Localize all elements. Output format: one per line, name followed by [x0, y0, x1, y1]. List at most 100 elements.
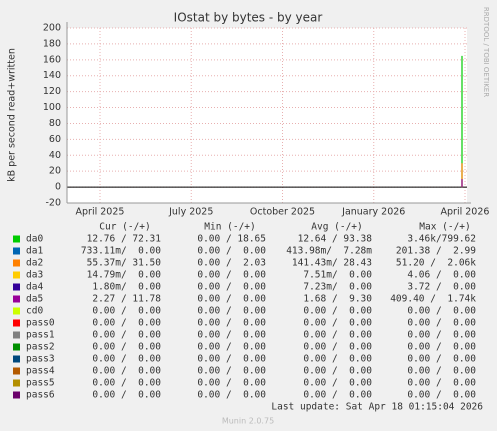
legend-swatch — [13, 367, 20, 375]
legend-stat: 0.00 / 0.00 — [92, 306, 161, 317]
legend-stat: 0.00 / 0.00 — [303, 342, 372, 353]
legend-stat: 201.38 / 2.99 — [396, 246, 476, 257]
legend-stat: 0.00 / 0.00 — [197, 354, 266, 365]
y-tick-label: 160 — [43, 54, 61, 65]
chart-title: IOstat by bytes - by year — [174, 11, 323, 25]
legend-stat: 0.00 / 18.65 — [197, 234, 266, 245]
legend-stat: 0.00 / 0.00 — [197, 294, 266, 305]
last-update: Last update: Sat Apr 18 01:15:04 2026 — [271, 402, 483, 413]
legend-stat: 2.27 / 11.78 — [92, 294, 161, 305]
y-tick-label: 100 — [43, 102, 61, 113]
legend-stat: 0.00 / 0.00 — [197, 390, 266, 401]
legend-stat: 12.64 / 93.38 — [298, 234, 373, 245]
legend-stat: 7.51m/ 0.00 — [303, 270, 372, 281]
legend-stat: 0.00 / 0.00 — [407, 330, 476, 341]
legend-stat: 1.68 / 9.30 — [303, 294, 372, 305]
legend-stat: 14.79m/ 0.00 — [87, 270, 162, 281]
legend-name: pass4 — [26, 366, 55, 377]
legend-swatch — [13, 295, 20, 303]
legend-name: da1 — [26, 246, 43, 257]
legend-stat: 0.00 / 0.00 — [303, 330, 372, 341]
legend-stat: 3.46k/799.62 — [407, 234, 476, 245]
legend-name: cd0 — [26, 306, 43, 317]
y-tick-label: 0 — [55, 182, 61, 193]
legend-swatch — [13, 271, 20, 279]
legend-name: pass1 — [26, 330, 55, 341]
y-tick-label: 120 — [43, 86, 61, 97]
legend-stat: 12.76 / 72.31 — [87, 234, 162, 245]
legend-name: pass0 — [26, 318, 55, 329]
legend-stat: 0.00 / 0.00 — [92, 354, 161, 365]
legend-stat: 0.00 / 0.00 — [197, 378, 266, 389]
legend-stat: 409.40 / 1.74k — [390, 294, 476, 305]
y-tick-label: 40 — [49, 150, 61, 161]
y-tick-label: 20 — [49, 166, 61, 177]
legend-name: da4 — [26, 282, 43, 293]
footer: Munin 2.0.75 — [222, 417, 274, 426]
x-tick-label: October 2025 — [250, 207, 315, 218]
legend-stat: 4.06 / 0.00 — [407, 270, 476, 281]
plot-area — [67, 28, 467, 203]
y-tick-label: 180 — [43, 38, 61, 49]
legend-name: da3 — [26, 270, 43, 281]
legend-name: pass2 — [26, 342, 55, 353]
legend-stat: 0.00 / 0.00 — [197, 306, 266, 317]
x-tick-label: April 2026 — [441, 207, 490, 218]
legend-name: pass5 — [26, 378, 55, 389]
legend-stat: 0.00 / 0.00 — [92, 390, 161, 401]
legend-stat: 0.00 / 0.00 — [303, 366, 372, 377]
x-tick-label: July 2025 — [168, 207, 213, 218]
legend-swatch — [13, 235, 20, 243]
legend-swatch — [13, 379, 20, 387]
legend-swatch — [13, 247, 20, 255]
y-tick-label: 140 — [43, 70, 61, 81]
legend-stat: 733.11m/ 0.00 — [81, 246, 161, 257]
legend-name: da2 — [26, 258, 43, 269]
legend-stat: 413.98m/ 7.28m — [286, 246, 372, 257]
legend-stat: 0.00 / 0.00 — [303, 306, 372, 317]
y-tick-label: 200 — [43, 23, 61, 34]
legend-stat: 0.00 / 0.00 — [197, 246, 266, 257]
column-header: Cur (-/+) — [99, 222, 150, 233]
legend-stat: 0.00 / 0.00 — [92, 366, 161, 377]
legend-stat: 3.72 / 0.00 — [407, 282, 476, 293]
legend-stat: 0.00 / 0.00 — [197, 366, 266, 377]
legend-stat: 0.00 / 0.00 — [407, 390, 476, 401]
legend-stat: 0.00 / 0.00 — [197, 282, 266, 293]
legend-stat: 0.00 / 0.00 — [303, 318, 372, 329]
legend-swatch — [13, 307, 20, 315]
legend-stat: 0.00 / 0.00 — [303, 378, 372, 389]
legend-stat: 7.23m/ 0.00 — [303, 282, 372, 293]
legend-stat: 0.00 / 0.00 — [92, 342, 161, 353]
legend-stat: 1.80m/ 0.00 — [92, 282, 161, 293]
legend-stat: 0.00 / 0.00 — [92, 378, 161, 389]
legend-stat: 0.00 / 2.03 — [197, 258, 266, 269]
column-header: Max (-/+) — [419, 222, 470, 233]
y-tick-label: 80 — [49, 118, 61, 129]
legend-name: da5 — [26, 294, 43, 305]
legend-swatch — [13, 259, 20, 267]
legend-stat: 0.00 / 0.00 — [407, 366, 476, 377]
legend-swatch — [13, 391, 20, 399]
legend-stat: 0.00 / 0.00 — [197, 342, 266, 353]
legend-swatch — [13, 343, 20, 351]
legend-stat: 0.00 / 0.00 — [92, 330, 161, 341]
legend-stat: 0.00 / 0.00 — [197, 270, 266, 281]
column-header: Avg (-/+) — [311, 222, 362, 233]
legend-name: da0 — [26, 234, 43, 245]
legend-stat: 0.00 / 0.00 — [407, 342, 476, 353]
legend-stat: 51.20 / 2.06k — [396, 258, 476, 269]
legend-stat: 0.00 / 0.00 — [407, 354, 476, 365]
legend-name: pass6 — [26, 390, 55, 401]
legend-stat: 141.43m/ 28.43 — [292, 258, 372, 269]
legend-stat: 0.00 / 0.00 — [197, 330, 266, 341]
legend-swatch — [13, 283, 20, 291]
legend-stat: 0.00 / 0.00 — [197, 318, 266, 329]
side-text: RRDTOOL / TOBI OETIKER — [482, 7, 490, 97]
y-axis-label: kB per second read+written — [7, 48, 18, 182]
legend-swatch — [13, 331, 20, 339]
x-tick-label: April 2025 — [76, 207, 125, 218]
column-header: Min (-/+) — [204, 222, 255, 233]
x-tick-label: January 2026 — [341, 207, 405, 218]
